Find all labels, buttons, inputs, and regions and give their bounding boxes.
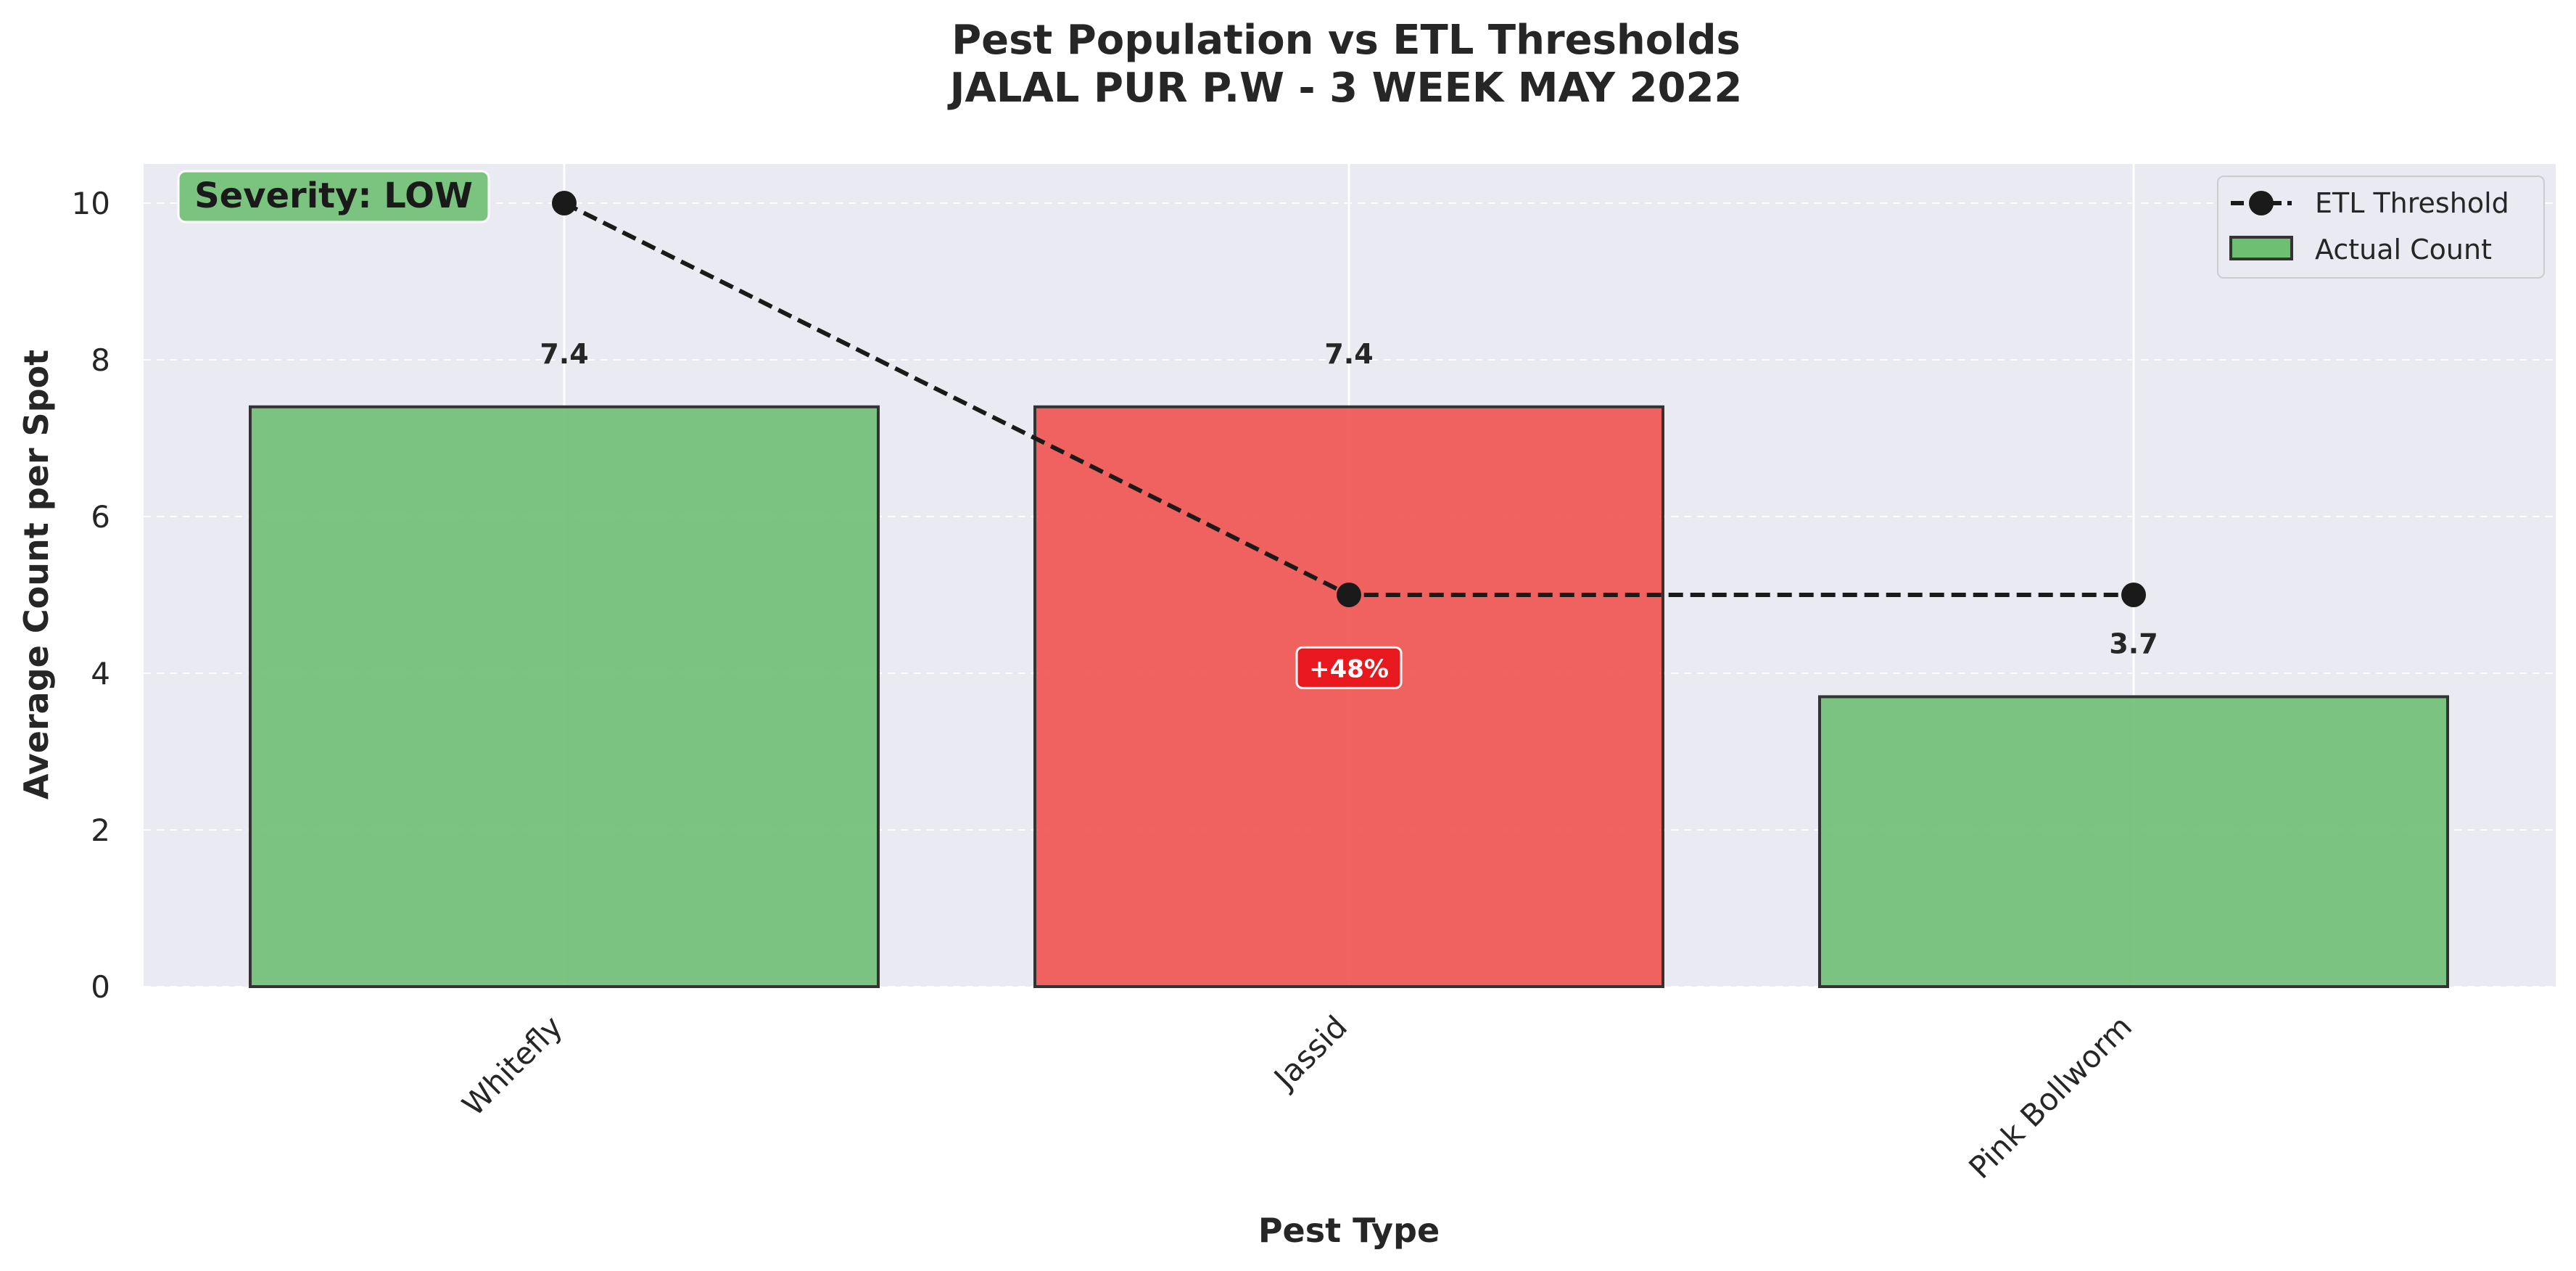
- bar-jassid: [1033, 405, 1664, 988]
- bar-whitefly: [249, 405, 880, 988]
- y-tick-label: 6: [91, 499, 110, 535]
- legend: ETL Threshold Actual Count: [2217, 176, 2545, 279]
- legend-actual-label: Actual Count: [2315, 234, 2492, 266]
- y-tick-label: 2: [91, 813, 110, 848]
- bar-pink-bollworm: [1818, 695, 2449, 989]
- bar-value-label: 7.4: [1324, 338, 1373, 370]
- x-axis-title: Pest Type: [1258, 1211, 1440, 1250]
- severity-badge-box: [177, 170, 490, 223]
- y-axis-title: Average Count per Spot: [17, 350, 56, 799]
- bars-group: [249, 405, 2449, 989]
- x-tick-labels: Whitefly Jassid Pink Bollworm: [455, 1008, 2139, 1185]
- legend-box: [2217, 176, 2545, 279]
- etl-marker: [552, 191, 577, 215]
- etl-marker: [2121, 583, 2146, 607]
- bar-value-label: 7.4: [540, 338, 588, 370]
- y-tick-labels: 0 2 4 6 8 10: [72, 186, 110, 1005]
- value-labels-group: 7.4 7.4 3.7 +48%: [540, 338, 2158, 689]
- y-tick-label: 4: [91, 656, 110, 691]
- x-tick-label: Jassid: [1266, 1008, 1354, 1097]
- etl-marker: [1337, 583, 1361, 607]
- severity-badge-text: Severity: LOW: [194, 176, 473, 216]
- legend-actual-swatch: [2229, 236, 2293, 260]
- severity-badge: Severity: LOW: [177, 170, 490, 223]
- exceedance-badge-box: [1295, 646, 1403, 689]
- y-tick-label: 0: [91, 969, 110, 1005]
- exceedance-badge-text: +48%: [1309, 654, 1389, 683]
- legend-etl-label: ETL Threshold: [2315, 187, 2509, 219]
- chart-subtitle: JALAL PUR P.W - 3 WEEK MAY 2022: [947, 65, 1743, 112]
- y-tick-label: 8: [91, 342, 110, 378]
- y-tick-label: 10: [72, 186, 110, 221]
- chart-title: Pest Population vs ETL Thresholds: [951, 17, 1741, 64]
- exceedance-badge: +48%: [1295, 646, 1403, 689]
- x-tick-label: Pink Bollworm: [1962, 1008, 2139, 1185]
- etl-line-group: [552, 191, 2146, 607]
- x-tick-label: Whitefly: [455, 1008, 569, 1122]
- legend-etl-marker: [2249, 191, 2274, 215]
- bar-value-label: 3.7: [2109, 628, 2158, 659]
